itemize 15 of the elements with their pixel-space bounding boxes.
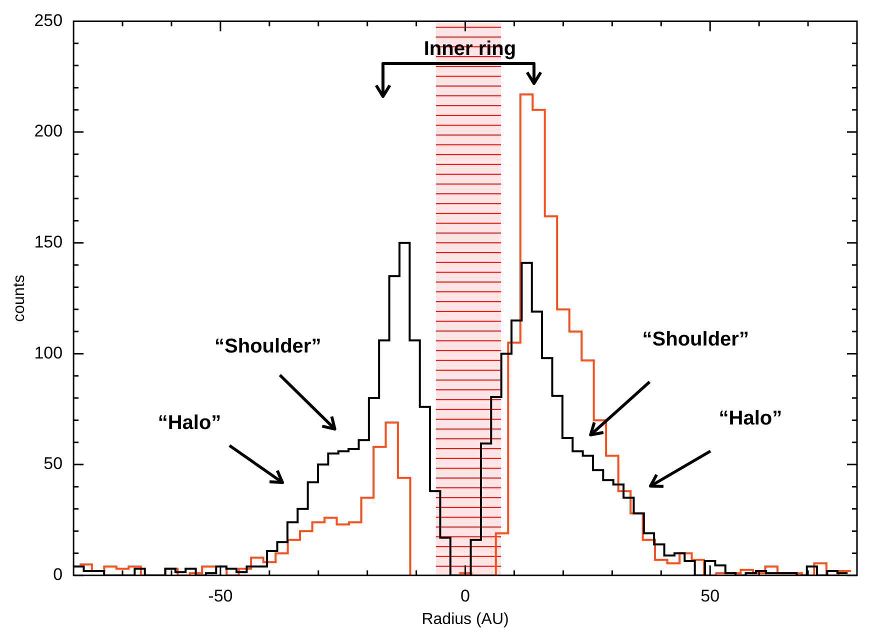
x-tick-label: -50	[208, 586, 233, 606]
x-tick-label: 0	[460, 586, 470, 606]
annotation: “Halo”	[718, 408, 782, 430]
y-tick-label: 100	[34, 343, 63, 362]
y-axis-title: counts	[11, 274, 28, 322]
x-tick-label: 50	[700, 586, 720, 606]
y-tick-label: 200	[34, 122, 63, 141]
y-tick-label: 150	[34, 232, 63, 252]
annotation: “Shoulder”	[214, 336, 322, 358]
y-tick-label: 50	[44, 454, 63, 474]
y-tick-label: 0	[53, 565, 63, 584]
annotation: “Halo”	[158, 412, 222, 434]
x-axis-title: Radius (AU)	[422, 610, 509, 628]
annotation: “Shoulder”	[642, 328, 749, 350]
y-tick-label: 250	[34, 10, 63, 30]
